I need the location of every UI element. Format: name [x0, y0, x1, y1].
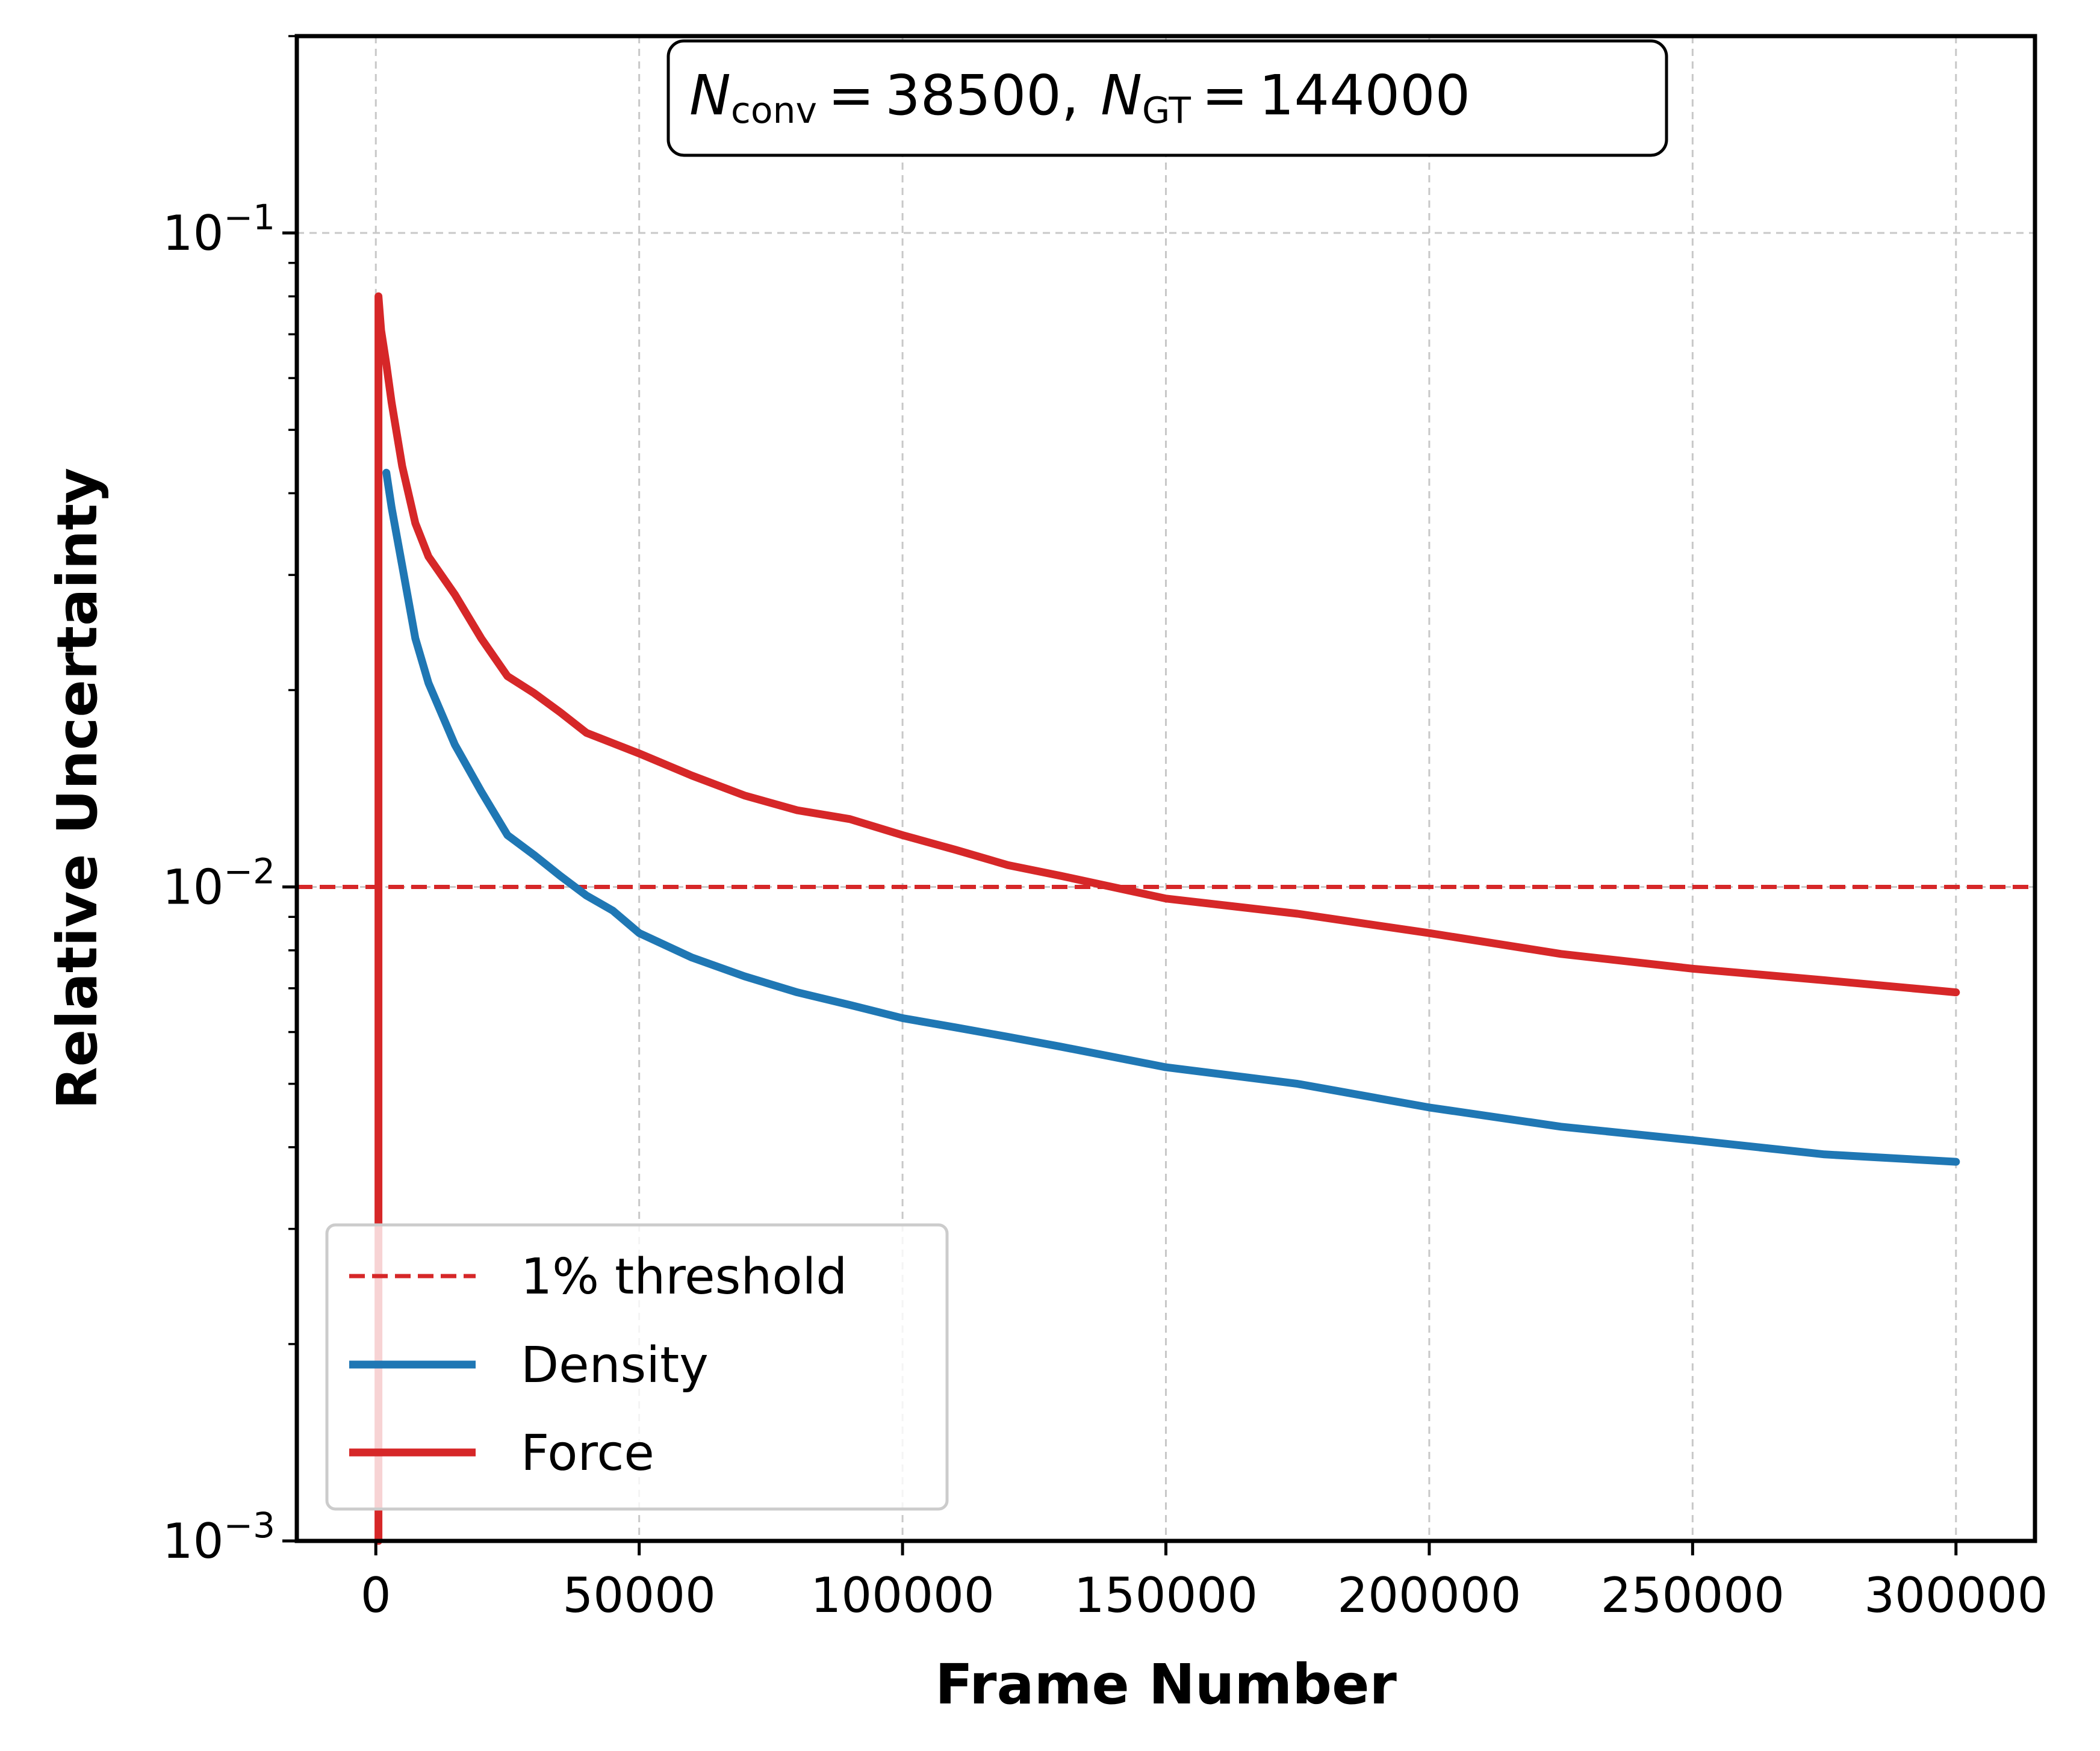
annotation-text: Nconv = 38500, NGT = 144000 [689, 63, 1470, 132]
y-tick-label: 10−2 [163, 851, 275, 916]
series-line-density [382, 468, 1960, 1166]
x-tick-label: 150000 [1074, 1567, 1258, 1623]
series-group [374, 292, 1960, 1545]
x-tick-label: 300000 [1864, 1567, 2048, 1623]
x-tick-label: 200000 [1337, 1567, 1521, 1623]
n-conv-value: 38500, [885, 63, 1079, 128]
axis-ticks [282, 35, 1958, 1555]
y-tick-label: 10−1 [163, 197, 275, 261]
x-axis-title: Frame Number [935, 1652, 1397, 1717]
x-tick-label: 50000 [562, 1567, 716, 1623]
n-conv-subscript: conv [731, 90, 817, 132]
x-tick-labels: 0 50000 100000 150000 200000 250000 300000 [361, 1567, 2048, 1623]
y-axis-title: Relative Uncertainty [45, 468, 110, 1109]
n-gt-equals: = [1202, 63, 1248, 128]
legend-label-force: Force [521, 1425, 654, 1482]
annotation-frame [666, 39, 1668, 157]
legend-frame [325, 1223, 949, 1511]
n-conv-equals: = [828, 63, 874, 128]
x-tick-label: 0 [361, 1567, 391, 1623]
annotation-box: Nconv = 38500, NGT = 144000 [666, 39, 1668, 157]
n-gt-value: 144000 [1259, 63, 1470, 128]
series-line-force [374, 292, 1960, 1545]
legend-label-threshold: 1% threshold [521, 1248, 847, 1306]
n-conv-symbol: N [689, 63, 731, 128]
x-tick-label: 250000 [1601, 1567, 1785, 1623]
legend: 1% threshold Density Force [325, 1223, 949, 1511]
n-gt-subscript: GT [1142, 90, 1191, 132]
y-tick-labels: 10−3 10−2 10−1 [163, 197, 275, 1569]
legend-label-density: Density [521, 1337, 709, 1394]
x-tick-label: 100000 [810, 1567, 994, 1623]
y-tick-label: 10−3 [163, 1505, 275, 1569]
n-gt-symbol: N [1101, 63, 1142, 128]
